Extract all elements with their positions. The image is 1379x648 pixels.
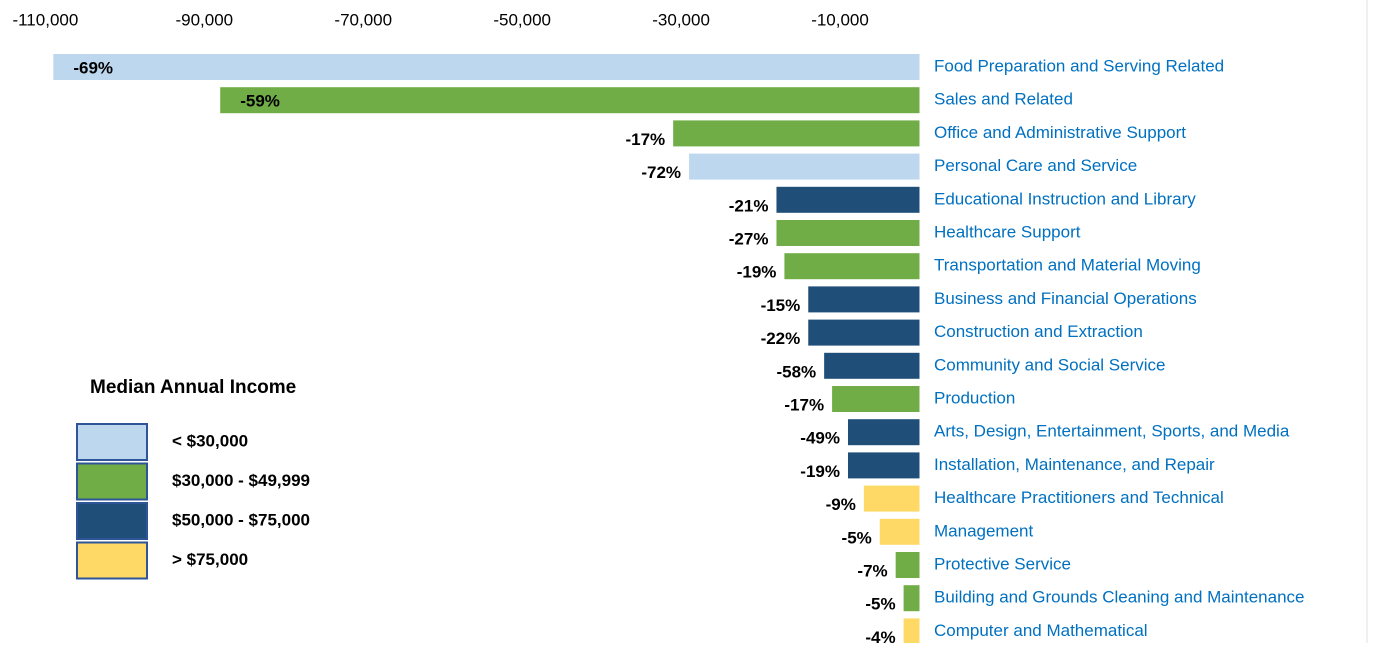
data-label: -19% xyxy=(800,462,840,481)
category-label: Food Preparation and Serving Related xyxy=(934,56,1224,75)
bar xyxy=(689,153,920,180)
bar xyxy=(879,518,920,545)
category-label: Management xyxy=(934,521,1034,540)
legend-title: Median Annual Income xyxy=(90,377,296,398)
bar xyxy=(847,452,920,479)
legend-swatch xyxy=(76,541,148,580)
category-label: Personal Care and Service xyxy=(934,156,1137,175)
x-tick-label: -70,000 xyxy=(334,10,392,29)
bar xyxy=(220,87,920,114)
category-label: Business and Financial Operations xyxy=(934,289,1197,308)
data-label: -15% xyxy=(761,296,801,315)
x-tick-label: -10,000 xyxy=(811,10,869,29)
bar xyxy=(784,253,920,280)
category-label: Healthcare Support xyxy=(934,222,1081,241)
category-label: Community and Social Service xyxy=(934,355,1165,374)
bar xyxy=(808,319,920,346)
legend-swatch xyxy=(76,462,148,501)
data-label: -22% xyxy=(761,329,801,348)
x-tick-label: -110,000 xyxy=(12,10,78,29)
category-label: Production xyxy=(934,388,1015,407)
bar xyxy=(53,54,920,80)
data-label: -72% xyxy=(641,163,681,182)
x-tick-label: -50,000 xyxy=(493,10,551,29)
legend-label: $30,000 - $49,999 xyxy=(172,471,310,490)
data-label: -17% xyxy=(625,130,665,149)
category-label: Transportation and Material Moving xyxy=(934,256,1201,275)
bar xyxy=(895,552,920,578)
data-label: -17% xyxy=(784,395,824,414)
category-label: Protective Service xyxy=(934,554,1071,573)
category-label: Office and Administrative Support xyxy=(934,123,1186,142)
category-label: Construction and Extraction xyxy=(934,322,1143,341)
legend-label: $50,000 - $75,000 xyxy=(172,510,310,529)
x-tick-label: -30,000 xyxy=(652,10,710,29)
category-label: Arts, Design, Entertainment, Sports, and… xyxy=(934,422,1290,441)
data-label: -58% xyxy=(776,362,816,381)
bar xyxy=(808,286,920,313)
bar xyxy=(824,352,920,379)
data-label: -5% xyxy=(842,528,872,547)
data-label: -9% xyxy=(826,495,856,514)
category-label: Sales and Related xyxy=(934,90,1073,109)
bar xyxy=(847,419,920,446)
category-label: Educational Instruction and Library xyxy=(934,189,1196,208)
category-label: Building and Grounds Cleaning and Mainte… xyxy=(934,588,1304,607)
legend-swatch xyxy=(76,423,148,461)
legend-swatch xyxy=(76,502,148,540)
data-label: -19% xyxy=(737,263,777,282)
bar xyxy=(776,220,920,246)
category-label: Installation, Maintenance, and Repair xyxy=(934,455,1215,474)
data-label: -21% xyxy=(729,196,769,215)
bar xyxy=(863,485,920,512)
legend-label: < $30,000 xyxy=(172,431,248,450)
bar xyxy=(832,386,920,412)
data-label: -4% xyxy=(865,628,895,643)
data-label: -49% xyxy=(800,429,840,448)
data-label: -69% xyxy=(73,58,113,77)
x-tick-label: -90,000 xyxy=(175,10,233,29)
data-label: -5% xyxy=(865,595,895,614)
data-label: -59% xyxy=(240,92,280,111)
bar xyxy=(673,120,920,147)
bar xyxy=(903,585,920,612)
data-label: -27% xyxy=(729,229,769,248)
data-label: -7% xyxy=(857,561,887,580)
legend-label: > $75,000 xyxy=(172,550,248,569)
category-label: Healthcare Practitioners and Technical xyxy=(934,488,1224,507)
bar xyxy=(903,618,920,645)
category-label: Computer and Mathematical xyxy=(934,621,1148,640)
bar xyxy=(776,186,920,213)
